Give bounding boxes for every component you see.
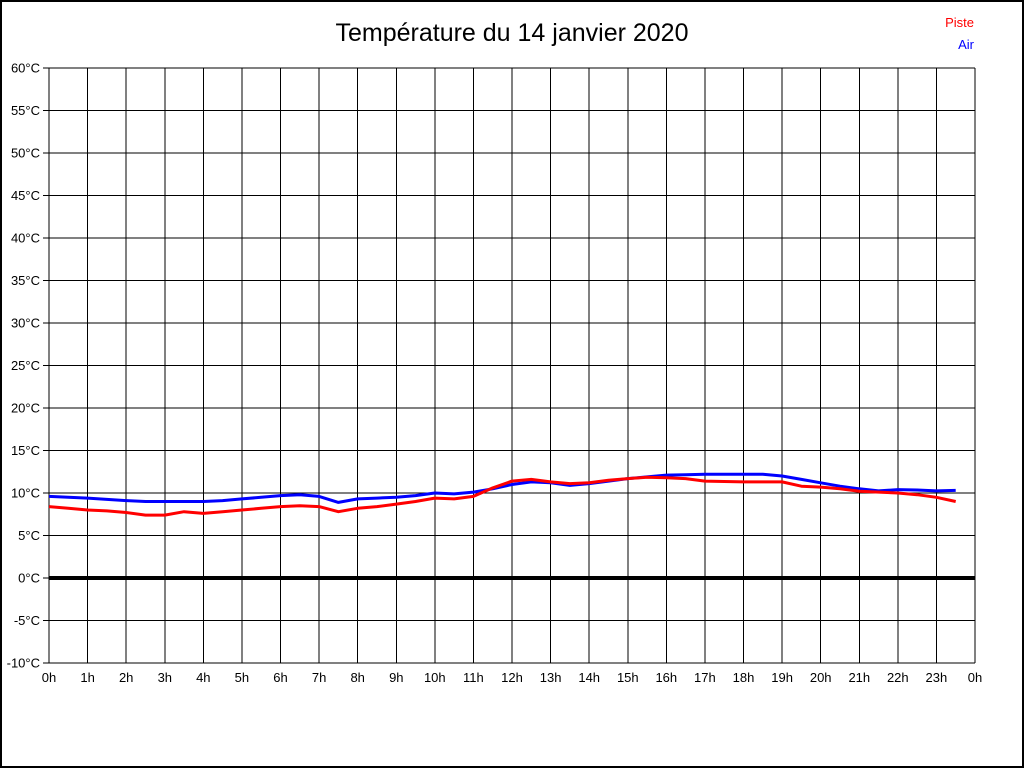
svg-text:3h: 3h [158, 670, 172, 685]
svg-text:60°C: 60°C [11, 61, 40, 76]
svg-text:-5°C: -5°C [14, 613, 40, 628]
svg-text:55°C: 55°C [11, 103, 40, 118]
legend-air-label: Air [958, 37, 974, 52]
svg-text:50°C: 50°C [11, 146, 40, 161]
series-piste-line [48, 475, 957, 517]
legend-piste-label: Piste [945, 15, 974, 30]
svg-text:30°C: 30°C [11, 316, 40, 331]
svg-text:1h: 1h [80, 670, 94, 685]
svg-text:17h: 17h [694, 670, 716, 685]
svg-text:14h: 14h [578, 670, 600, 685]
svg-text:4h: 4h [196, 670, 210, 685]
svg-text:13h: 13h [540, 670, 562, 685]
svg-text:25°C: 25°C [11, 358, 40, 373]
svg-text:11h: 11h [463, 670, 484, 685]
svg-text:10°C: 10°C [11, 486, 40, 501]
svg-text:45°C: 45°C [11, 188, 40, 203]
svg-text:22h: 22h [887, 670, 909, 685]
svg-text:0h: 0h [968, 670, 982, 685]
svg-text:5h: 5h [235, 670, 249, 685]
svg-text:12h: 12h [501, 670, 523, 685]
svg-text:0h: 0h [42, 670, 56, 685]
svg-text:40°C: 40°C [11, 231, 40, 246]
y-axis-labels: 60°C 55°C 50°C 45°C 40°C 35°C 30°C 25°C 20°C 15°C… [7, 61, 40, 671]
svg-text:6h: 6h [273, 670, 287, 685]
svg-text:7h: 7h [312, 670, 326, 685]
series-air-line [48, 472, 956, 504]
svg-text:35°C: 35°C [11, 273, 40, 288]
svg-text:18h: 18h [733, 670, 755, 685]
svg-text:16h: 16h [655, 670, 677, 685]
svg-text:21h: 21h [848, 670, 870, 685]
svg-text:8h: 8h [350, 670, 364, 685]
svg-text:10h: 10h [424, 670, 446, 685]
svg-text:5°C: 5°C [18, 528, 40, 543]
grid-lines [43, 67, 976, 664]
svg-text:9h: 9h [389, 670, 403, 685]
svg-text:2h: 2h [119, 670, 133, 685]
svg-text:19h: 19h [771, 670, 793, 685]
svg-text:23h: 23h [926, 670, 948, 685]
chart-title: Température du 14 janvier 2020 [335, 19, 689, 47]
svg-text:20°C: 20°C [11, 401, 40, 416]
svg-text:0°C: 0°C [18, 571, 40, 586]
svg-text:15°C: 15°C [11, 443, 40, 458]
svg-text:-10°C: -10°C [7, 656, 40, 671]
chart-legend: Piste Air [945, 12, 974, 56]
x-axis-labels: 0h 1h 2h 3h 4h 5h 6h 7h 8h 9h 10h 11h 12h 13h 14h 15h 16… [42, 670, 982, 685]
svg-text:15h: 15h [617, 670, 639, 685]
svg-text:20h: 20h [810, 670, 832, 685]
